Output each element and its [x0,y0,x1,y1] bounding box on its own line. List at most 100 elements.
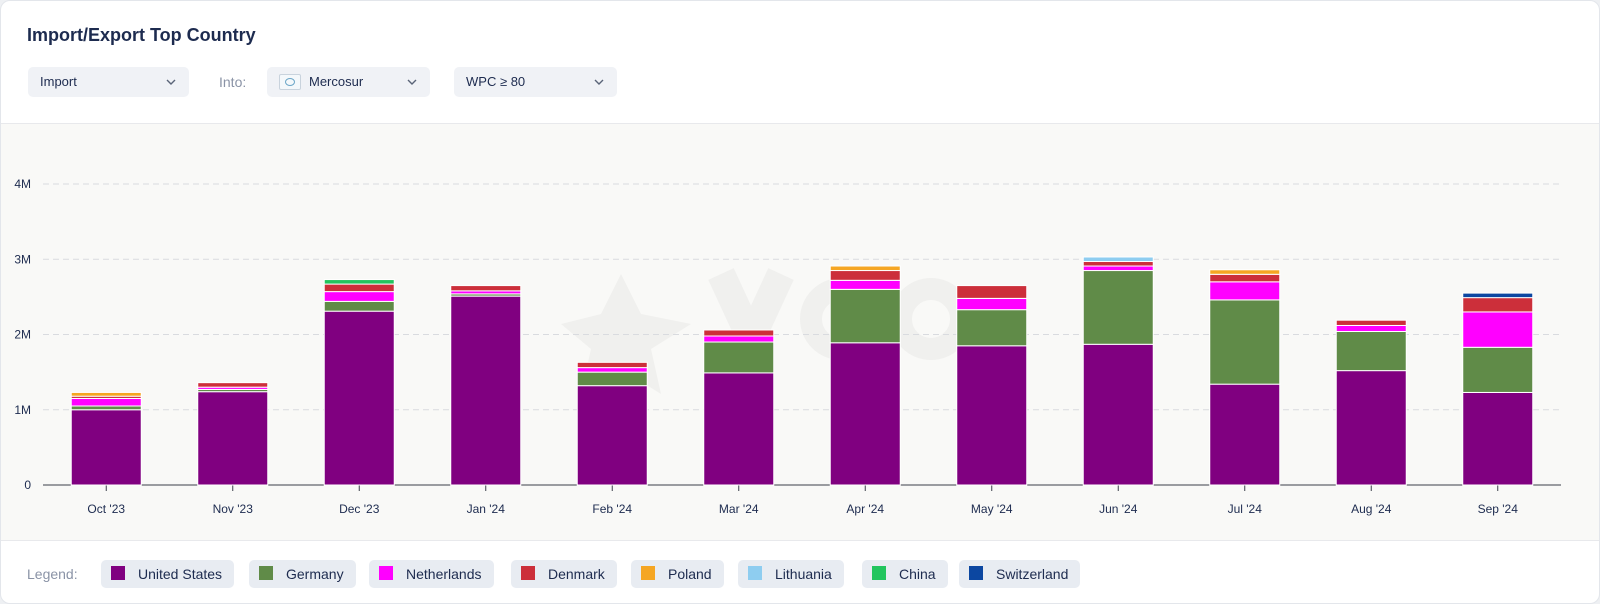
bar-segment[interactable] [956,309,1028,347]
bar-segment[interactable] [703,329,775,337]
bar-segment[interactable] [956,285,1028,299]
y-tick-label: 0 [24,478,31,492]
bar-segment[interactable] [323,310,395,486]
x-tick-label: Aug '24 [1351,502,1392,516]
legend-swatch [379,566,393,581]
flow-select[interactable]: Import [28,67,189,97]
chart-area: 0 1M 2M 3M 4M Oct '23 Nov '23 Dec '23 Jan '24 Fe… [1,123,1599,541]
legend-swatch [521,566,535,581]
bar-segment[interactable] [1335,330,1407,372]
region-select-value: Mercosur [309,74,364,89]
legend-swatch [111,566,125,581]
bar-segment[interactable] [1209,281,1281,301]
legend-item-label: Denmark [548,566,605,582]
stacked-bar-chart: 0 1M 2M 3M 4M Oct '23 Nov '23 Dec '23 Jan '24 Fe… [14,177,1561,516]
into-label: Into: [219,74,247,90]
x-tick-label: Apr '24 [846,502,884,516]
x-tick-label: Feb '24 [592,502,632,516]
bar-segment[interactable] [323,279,395,285]
bar-segment[interactable] [1462,346,1534,393]
x-tick-label: Jun '24 [1099,502,1138,516]
flow-select-value: Import [40,74,77,89]
legend-label: Legend: [27,566,78,582]
bar-segment[interactable] [1082,256,1154,263]
bar-segment[interactable] [1462,391,1534,486]
y-tick-label: 1M [14,403,31,417]
bar-segment[interactable] [829,342,901,486]
y-tick-label: 4M [14,177,31,191]
bar-segment[interactable] [70,397,142,407]
chevron-down-icon [594,79,604,85]
x-tick-label: Jan '24 [467,502,506,516]
bar-segment[interactable] [829,270,901,281]
legend-item-label: Poland [668,566,712,582]
bar-segment[interactable] [1082,343,1154,486]
bar-segment[interactable] [829,279,901,290]
legend-item[interactable]: Denmark [511,560,617,588]
bar-segment[interactable] [956,297,1028,311]
bar-segment[interactable] [1209,269,1281,275]
bar-segment[interactable] [703,341,775,374]
bar-segment[interactable] [956,345,1028,486]
bar-segment[interactable] [703,335,775,343]
x-tick-label: Oct '23 [87,502,125,516]
bar-segment[interactable] [1209,383,1281,486]
bar-segment[interactable] [1335,324,1407,332]
bar-segment[interactable] [70,409,142,486]
legend-item[interactable]: China [862,560,948,588]
x-tick-label: Mar '24 [719,502,759,516]
bar-segment[interactable] [1082,261,1154,267]
bar-segment[interactable] [1082,265,1154,272]
legend-item-label: Germany [286,566,344,582]
chart-title: Import/Export Top Country [27,25,256,45]
bar-segment[interactable] [829,265,901,272]
bar-segment[interactable] [1209,299,1281,385]
chevron-down-icon [407,79,417,85]
legend-item[interactable]: Lithuania [738,560,844,588]
bar-segment[interactable] [1209,273,1281,283]
bar-segment[interactable] [323,283,395,293]
region-select[interactable]: Mercosur [267,67,430,97]
bar-segment[interactable] [197,391,269,486]
bar-segment[interactable] [576,385,648,486]
legend-item-label: Lithuania [775,566,832,582]
legend-swatch [641,566,655,581]
bar-segment[interactable] [1462,311,1534,348]
y-tick-label: 3M [14,252,31,266]
bar-segment[interactable] [829,288,901,344]
bar-segment[interactable] [70,391,142,397]
bar-segment[interactable] [1335,319,1407,326]
chevron-down-icon [166,79,176,85]
legend-swatch [748,566,762,581]
bar-segment[interactable] [1462,297,1534,313]
legend-item[interactable]: Switzerland [959,560,1081,588]
x-tick-label: Nov '23 [213,502,254,516]
bar-segment[interactable] [1335,370,1407,486]
legend-item[interactable]: Poland [631,560,724,588]
legend-item-label: China [899,566,936,582]
legend-swatch [872,566,886,581]
bar-segment[interactable] [197,382,269,388]
bar-segment[interactable] [576,361,648,369]
bar-segment[interactable] [450,285,522,292]
legend-item[interactable]: Germany [249,560,356,588]
bar-segment[interactable] [323,291,395,302]
bar-segment[interactable] [450,295,522,486]
bar-segment[interactable] [323,300,395,312]
legend-item-label: Netherlands [406,566,482,582]
legend-item-label: Switzerland [996,566,1069,582]
bar-segment[interactable] [1082,270,1154,345]
bar-segment[interactable] [703,372,775,486]
wpc-select[interactable]: WPC ≥ 80 [454,67,617,97]
legend-swatch [969,566,983,581]
x-tick-label: Sep '24 [1478,502,1519,516]
bar-segment[interactable] [576,371,648,387]
bar-segment[interactable] [1462,292,1534,299]
legend-item[interactable]: United States [101,560,235,588]
x-tick-label: Jul '24 [1228,502,1263,516]
legend-item[interactable]: Netherlands [369,560,494,588]
bar-segment[interactable] [576,367,648,373]
y-tick-label: 2M [14,328,31,342]
bar-segment[interactable] [70,405,142,411]
